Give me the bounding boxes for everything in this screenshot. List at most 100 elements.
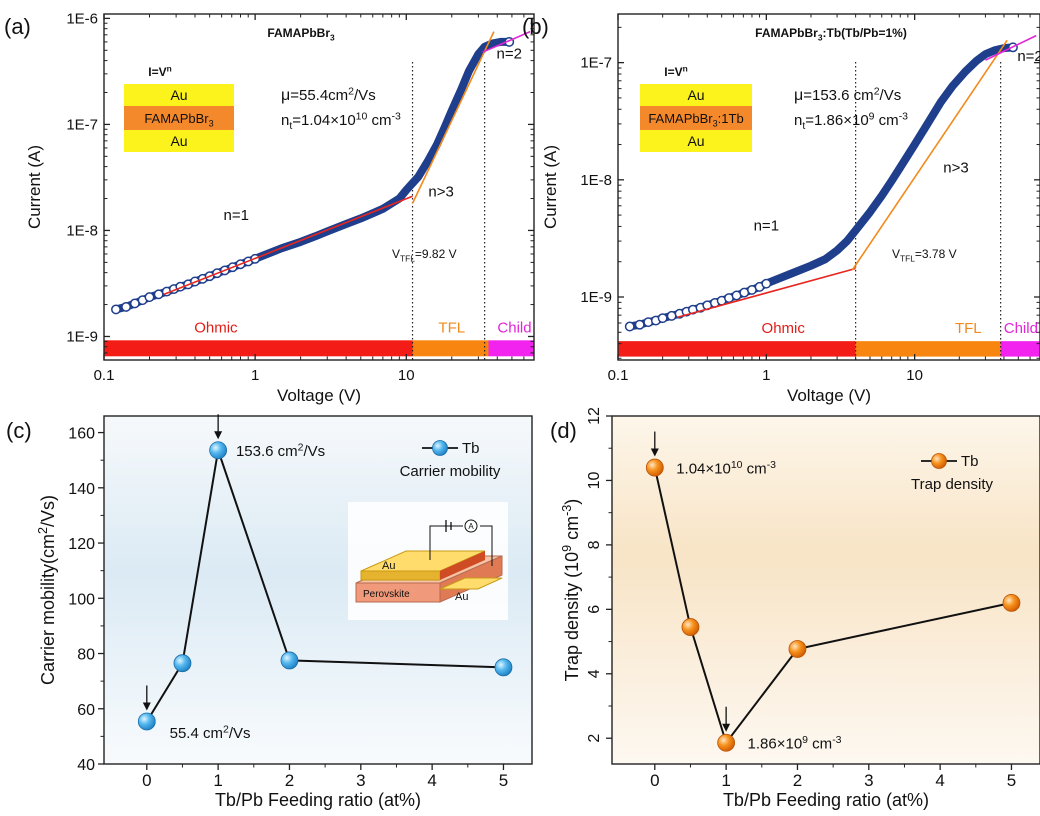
- inset-wire-right: [480, 525, 493, 566]
- x-tick-label: 4: [935, 771, 944, 790]
- text-span: Trap density (10: [562, 552, 582, 681]
- inset-label-perovskite: Perovskite: [363, 589, 410, 600]
- text-span: FAMAPbBr: [144, 111, 209, 126]
- chart-title: FAMAPbBr3: [267, 26, 335, 42]
- trap-density-value: nt=1.04×1010 cm-3: [281, 110, 401, 132]
- y-tick-label: 1E-8: [580, 172, 612, 189]
- panel-a-iv-curve: (a) Ohmic TFL Child 0.1 1 10 1E-9 1E-8 1E-7 1E-6 Vo…: [4, 10, 535, 405]
- subscript: 3: [330, 32, 335, 42]
- iv-data-point: [761, 278, 772, 289]
- trap-density-value: nt=1.86×109 cm-3: [794, 110, 908, 132]
- region-bar-ohmic: [104, 340, 413, 357]
- x-tick-label: 1: [251, 367, 259, 384]
- x-tick-label: 10: [398, 367, 415, 384]
- text-span: 153.6 cm: [236, 443, 298, 460]
- text-span: cm: [808, 736, 832, 753]
- x-tick-label: 1: [213, 771, 222, 790]
- data-point: [788, 640, 807, 658]
- y-axis-label: Carrier mobility(cm2/Vs): [36, 495, 58, 685]
- text-span: /Vs: [880, 87, 902, 104]
- subscript: 3: [209, 119, 214, 129]
- text-span: =1.86×10: [805, 112, 868, 129]
- device-layer-label: Au: [687, 133, 704, 149]
- text-span: V: [892, 247, 900, 261]
- x-tick-label: 3: [356, 771, 365, 790]
- subscript: t: [289, 120, 292, 132]
- y-tick-label: 1E-6: [66, 10, 98, 27]
- x-tick-label: 0: [650, 771, 659, 790]
- iv-data-point: [657, 313, 668, 324]
- superscript: -3: [899, 110, 908, 122]
- x-axis-label: Tb/Pb Feeding ratio (at%): [723, 790, 929, 810]
- iv-data-band: [112, 37, 514, 314]
- y-tick-label: 12: [586, 407, 603, 425]
- region-label-tfl: TFL: [438, 319, 465, 336]
- subscript: t: [802, 120, 805, 132]
- panel-label: (b): [522, 14, 549, 39]
- y-tick-label: 80: [77, 647, 95, 664]
- text-span: :1Tb: [718, 111, 744, 126]
- fit-line-tfl: [411, 31, 495, 204]
- chart-title: FAMAPbBr3:Tb(Tb/Pb=1%): [755, 26, 907, 42]
- value-annotation: 153.6 cm2/Vs: [236, 442, 325, 461]
- legend-series-name: Tb: [462, 440, 480, 457]
- region-label-tfl: TFL: [955, 320, 982, 337]
- fit-line-child: [482, 30, 531, 53]
- panel-b-iv-curve: (b) Ohmic TFL Child 0.1 1 10 1E-9 1E-8 1E-7 Voltag…: [522, 13, 1040, 405]
- y-tick-label: 4: [586, 669, 603, 678]
- device-title: I=Vn: [148, 63, 171, 79]
- text-span: V: [392, 247, 400, 261]
- annotation-arrow-head: [722, 723, 731, 732]
- subscript: 3: [713, 119, 718, 129]
- n-symbol: n: [794, 112, 802, 129]
- iv-data-point: [121, 301, 132, 312]
- plot-frame: [103, 415, 533, 765]
- data-point: [1002, 593, 1021, 612]
- text-span: cm: [743, 461, 767, 478]
- superscript: -3: [560, 505, 574, 516]
- superscript: 10: [356, 110, 368, 122]
- data-point: [717, 733, 736, 752]
- text-span: :Tb(Tb/Pb=1%): [823, 26, 907, 40]
- fit-line-tfl: [851, 39, 1008, 271]
- text-span: ): [562, 499, 582, 505]
- iv-data-point: [624, 321, 635, 332]
- region-label-ohmic: Ohmic: [762, 320, 806, 337]
- superscript: -3: [392, 110, 401, 122]
- subscript: TFL: [400, 253, 415, 263]
- value-annotation: 1.04×1010 cm-3: [676, 459, 776, 478]
- x-tick-label: 0.1: [94, 367, 115, 384]
- annotation-arrow-head: [650, 448, 659, 457]
- y-tick-label: 10: [586, 471, 603, 489]
- panel-label: (a): [4, 14, 31, 39]
- data-point: [137, 712, 156, 731]
- text-span: FAMAPbBr: [755, 26, 818, 40]
- region-bar-ohmic: [618, 341, 856, 357]
- slope-annotation: n=2: [1017, 48, 1040, 65]
- superscript: -3: [767, 459, 776, 471]
- y-tick-label: 2: [586, 734, 603, 743]
- legend-series-name: Tb: [961, 453, 979, 470]
- x-tick-label: 4: [427, 771, 436, 790]
- data-point: [681, 618, 700, 636]
- data-point: [645, 458, 664, 477]
- x-tick-label: 10: [906, 367, 923, 384]
- superscript: -3: [832, 734, 841, 746]
- text-span: /Vs: [304, 443, 326, 460]
- text-span: FAMAPbBr: [648, 111, 713, 126]
- legend-marker: [432, 440, 448, 456]
- vtfl-label: VTFL=9.82 V: [392, 247, 457, 263]
- slope-annotation: n>3: [943, 160, 968, 177]
- fit-line-child: [985, 34, 1037, 61]
- superscript: 2: [36, 527, 50, 534]
- region-label-child: Child: [1004, 320, 1038, 337]
- value-annotation: 1.86×109 cm-3: [748, 734, 842, 753]
- y-tick-label: 120: [68, 536, 95, 553]
- superscript: 2: [298, 442, 304, 454]
- y-tick-label: 1E-8: [66, 222, 98, 239]
- superscript: 9: [869, 110, 875, 122]
- inset-label-au: Au: [455, 591, 468, 603]
- x-tick-label: 5: [1007, 771, 1016, 790]
- region-label-child: Child: [497, 319, 531, 336]
